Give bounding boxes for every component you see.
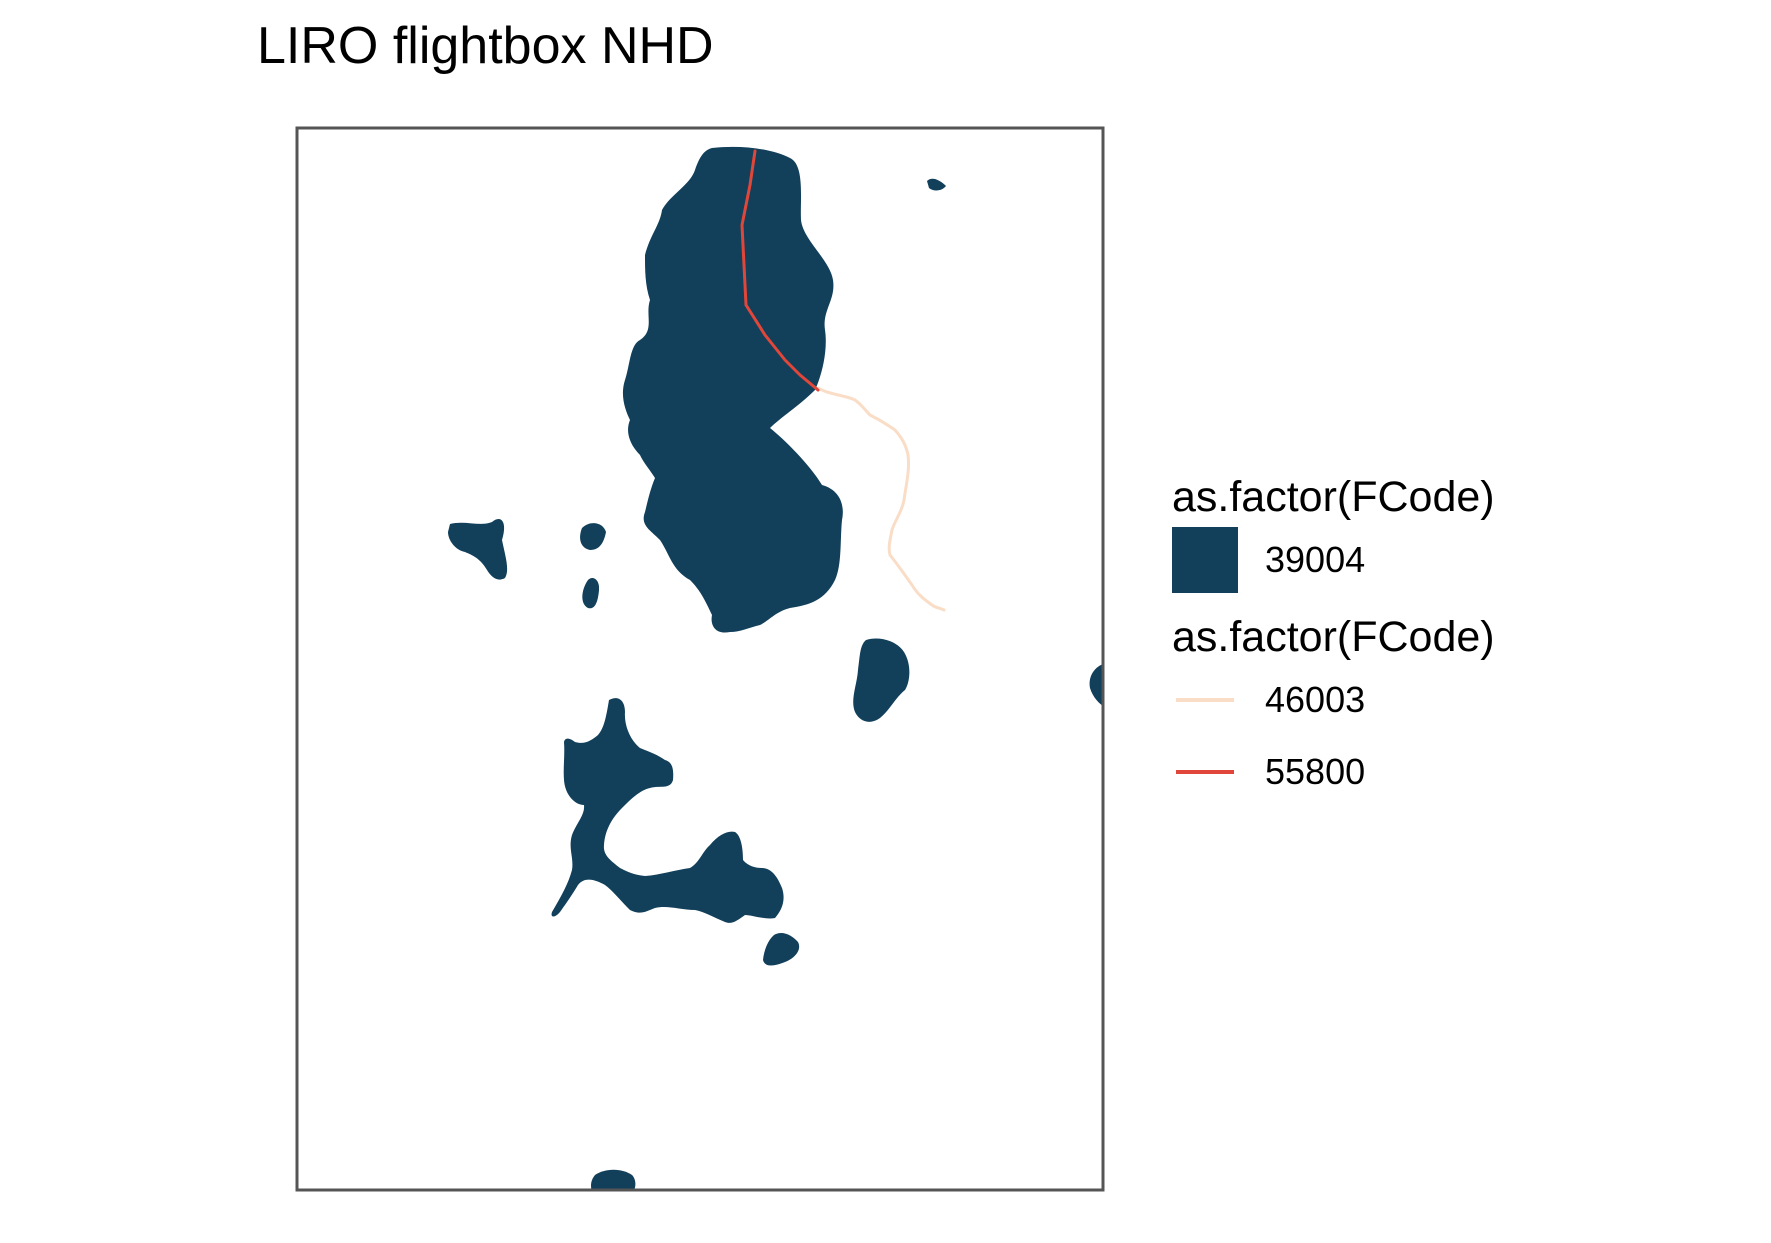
legend-fill-swatch-39004 <box>1172 527 1238 593</box>
flowline-layer <box>740 149 946 612</box>
waterbody-south-complex[interactable] <box>551 698 784 923</box>
legend-line-item-46003: 46003 <box>1172 664 1592 736</box>
legend-line-label-46003: 46003 <box>1265 679 1366 720</box>
legend-line-swatch-46003 <box>1176 698 1234 702</box>
waterbody-pond-1[interactable] <box>580 523 606 550</box>
legend-fill-key <box>1172 527 1238 593</box>
waterbody-layer <box>448 146 1103 1192</box>
legend-line-title: as.factor(FCode) <box>1172 613 1495 661</box>
waterbody-east-pond[interactable] <box>853 638 910 722</box>
waterbody-pond-5[interactable] <box>591 1169 636 1192</box>
waterbody-main-lake[interactable] <box>622 146 843 633</box>
legend-line-swatch-55800 <box>1176 770 1234 774</box>
legend-fill-label: 39004 <box>1265 539 1366 580</box>
waterbody-west-pond[interactable] <box>448 519 508 580</box>
legend-fill-item: 39004 <box>1172 524 1592 596</box>
waterbody-pond-4[interactable] <box>763 932 800 966</box>
legend-line-label-55800: 55800 <box>1265 751 1366 792</box>
legend-line-item-55800: 55800 <box>1172 736 1592 808</box>
map-frame <box>295 126 1105 1192</box>
waterbody-pond-3[interactable] <box>927 178 946 191</box>
flowline-55800[interactable] <box>740 149 820 392</box>
waterbody-edge-pond[interactable] <box>1089 664 1103 706</box>
waterbody-pond-2[interactable] <box>582 578 600 609</box>
flowline-46003[interactable] <box>816 386 946 612</box>
map-title: LIRO flightbox NHD <box>257 17 714 75</box>
legend-line-key-55800 <box>1172 739 1238 805</box>
legend: as.factor(FCode) 39004 as.factor(FCode) … <box>1172 470 1592 808</box>
legend-fill-title: as.factor(FCode) <box>1172 473 1495 521</box>
legend-line-key-46003 <box>1172 667 1238 733</box>
